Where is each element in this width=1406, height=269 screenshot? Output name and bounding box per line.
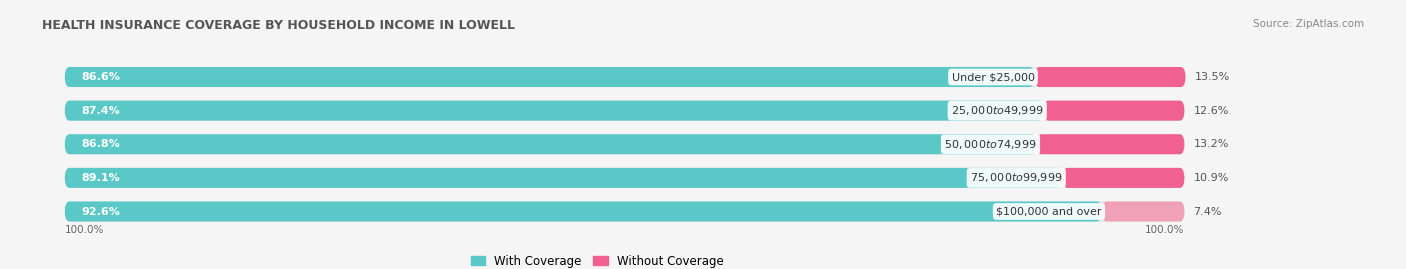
FancyBboxPatch shape [1043, 101, 1185, 121]
Text: $75,000 to $99,999: $75,000 to $99,999 [970, 171, 1063, 184]
Text: HEALTH INSURANCE COVERAGE BY HOUSEHOLD INCOME IN LOWELL: HEALTH INSURANCE COVERAGE BY HOUSEHOLD I… [42, 19, 515, 32]
Text: 86.6%: 86.6% [82, 72, 121, 82]
FancyBboxPatch shape [1036, 134, 1185, 154]
FancyBboxPatch shape [65, 134, 1036, 154]
Text: 100.0%: 100.0% [65, 225, 104, 235]
Text: 13.5%: 13.5% [1195, 72, 1230, 82]
FancyBboxPatch shape [65, 201, 1185, 222]
Text: Under $25,000: Under $25,000 [952, 72, 1035, 82]
Text: 89.1%: 89.1% [82, 173, 120, 183]
Text: 10.9%: 10.9% [1194, 173, 1229, 183]
Text: 87.4%: 87.4% [82, 106, 120, 116]
FancyBboxPatch shape [1063, 168, 1185, 188]
FancyBboxPatch shape [65, 168, 1185, 188]
FancyBboxPatch shape [65, 101, 1185, 121]
Legend: With Coverage, Without Coverage: With Coverage, Without Coverage [465, 250, 728, 269]
Text: $50,000 to $74,999: $50,000 to $74,999 [945, 138, 1036, 151]
FancyBboxPatch shape [65, 101, 1043, 121]
Text: Source: ZipAtlas.com: Source: ZipAtlas.com [1253, 19, 1364, 29]
Text: 92.6%: 92.6% [82, 207, 121, 217]
FancyBboxPatch shape [65, 168, 1063, 188]
Text: 13.2%: 13.2% [1194, 139, 1229, 149]
Text: 86.8%: 86.8% [82, 139, 120, 149]
FancyBboxPatch shape [1035, 67, 1185, 87]
Text: 7.4%: 7.4% [1194, 207, 1222, 217]
FancyBboxPatch shape [1102, 201, 1185, 222]
FancyBboxPatch shape [65, 201, 1102, 222]
Text: 12.6%: 12.6% [1194, 106, 1229, 116]
FancyBboxPatch shape [65, 134, 1185, 154]
Text: $100,000 and over: $100,000 and over [997, 207, 1102, 217]
FancyBboxPatch shape [65, 67, 1035, 87]
Text: 100.0%: 100.0% [1146, 225, 1185, 235]
Text: $25,000 to $49,999: $25,000 to $49,999 [950, 104, 1043, 117]
FancyBboxPatch shape [65, 67, 1185, 87]
